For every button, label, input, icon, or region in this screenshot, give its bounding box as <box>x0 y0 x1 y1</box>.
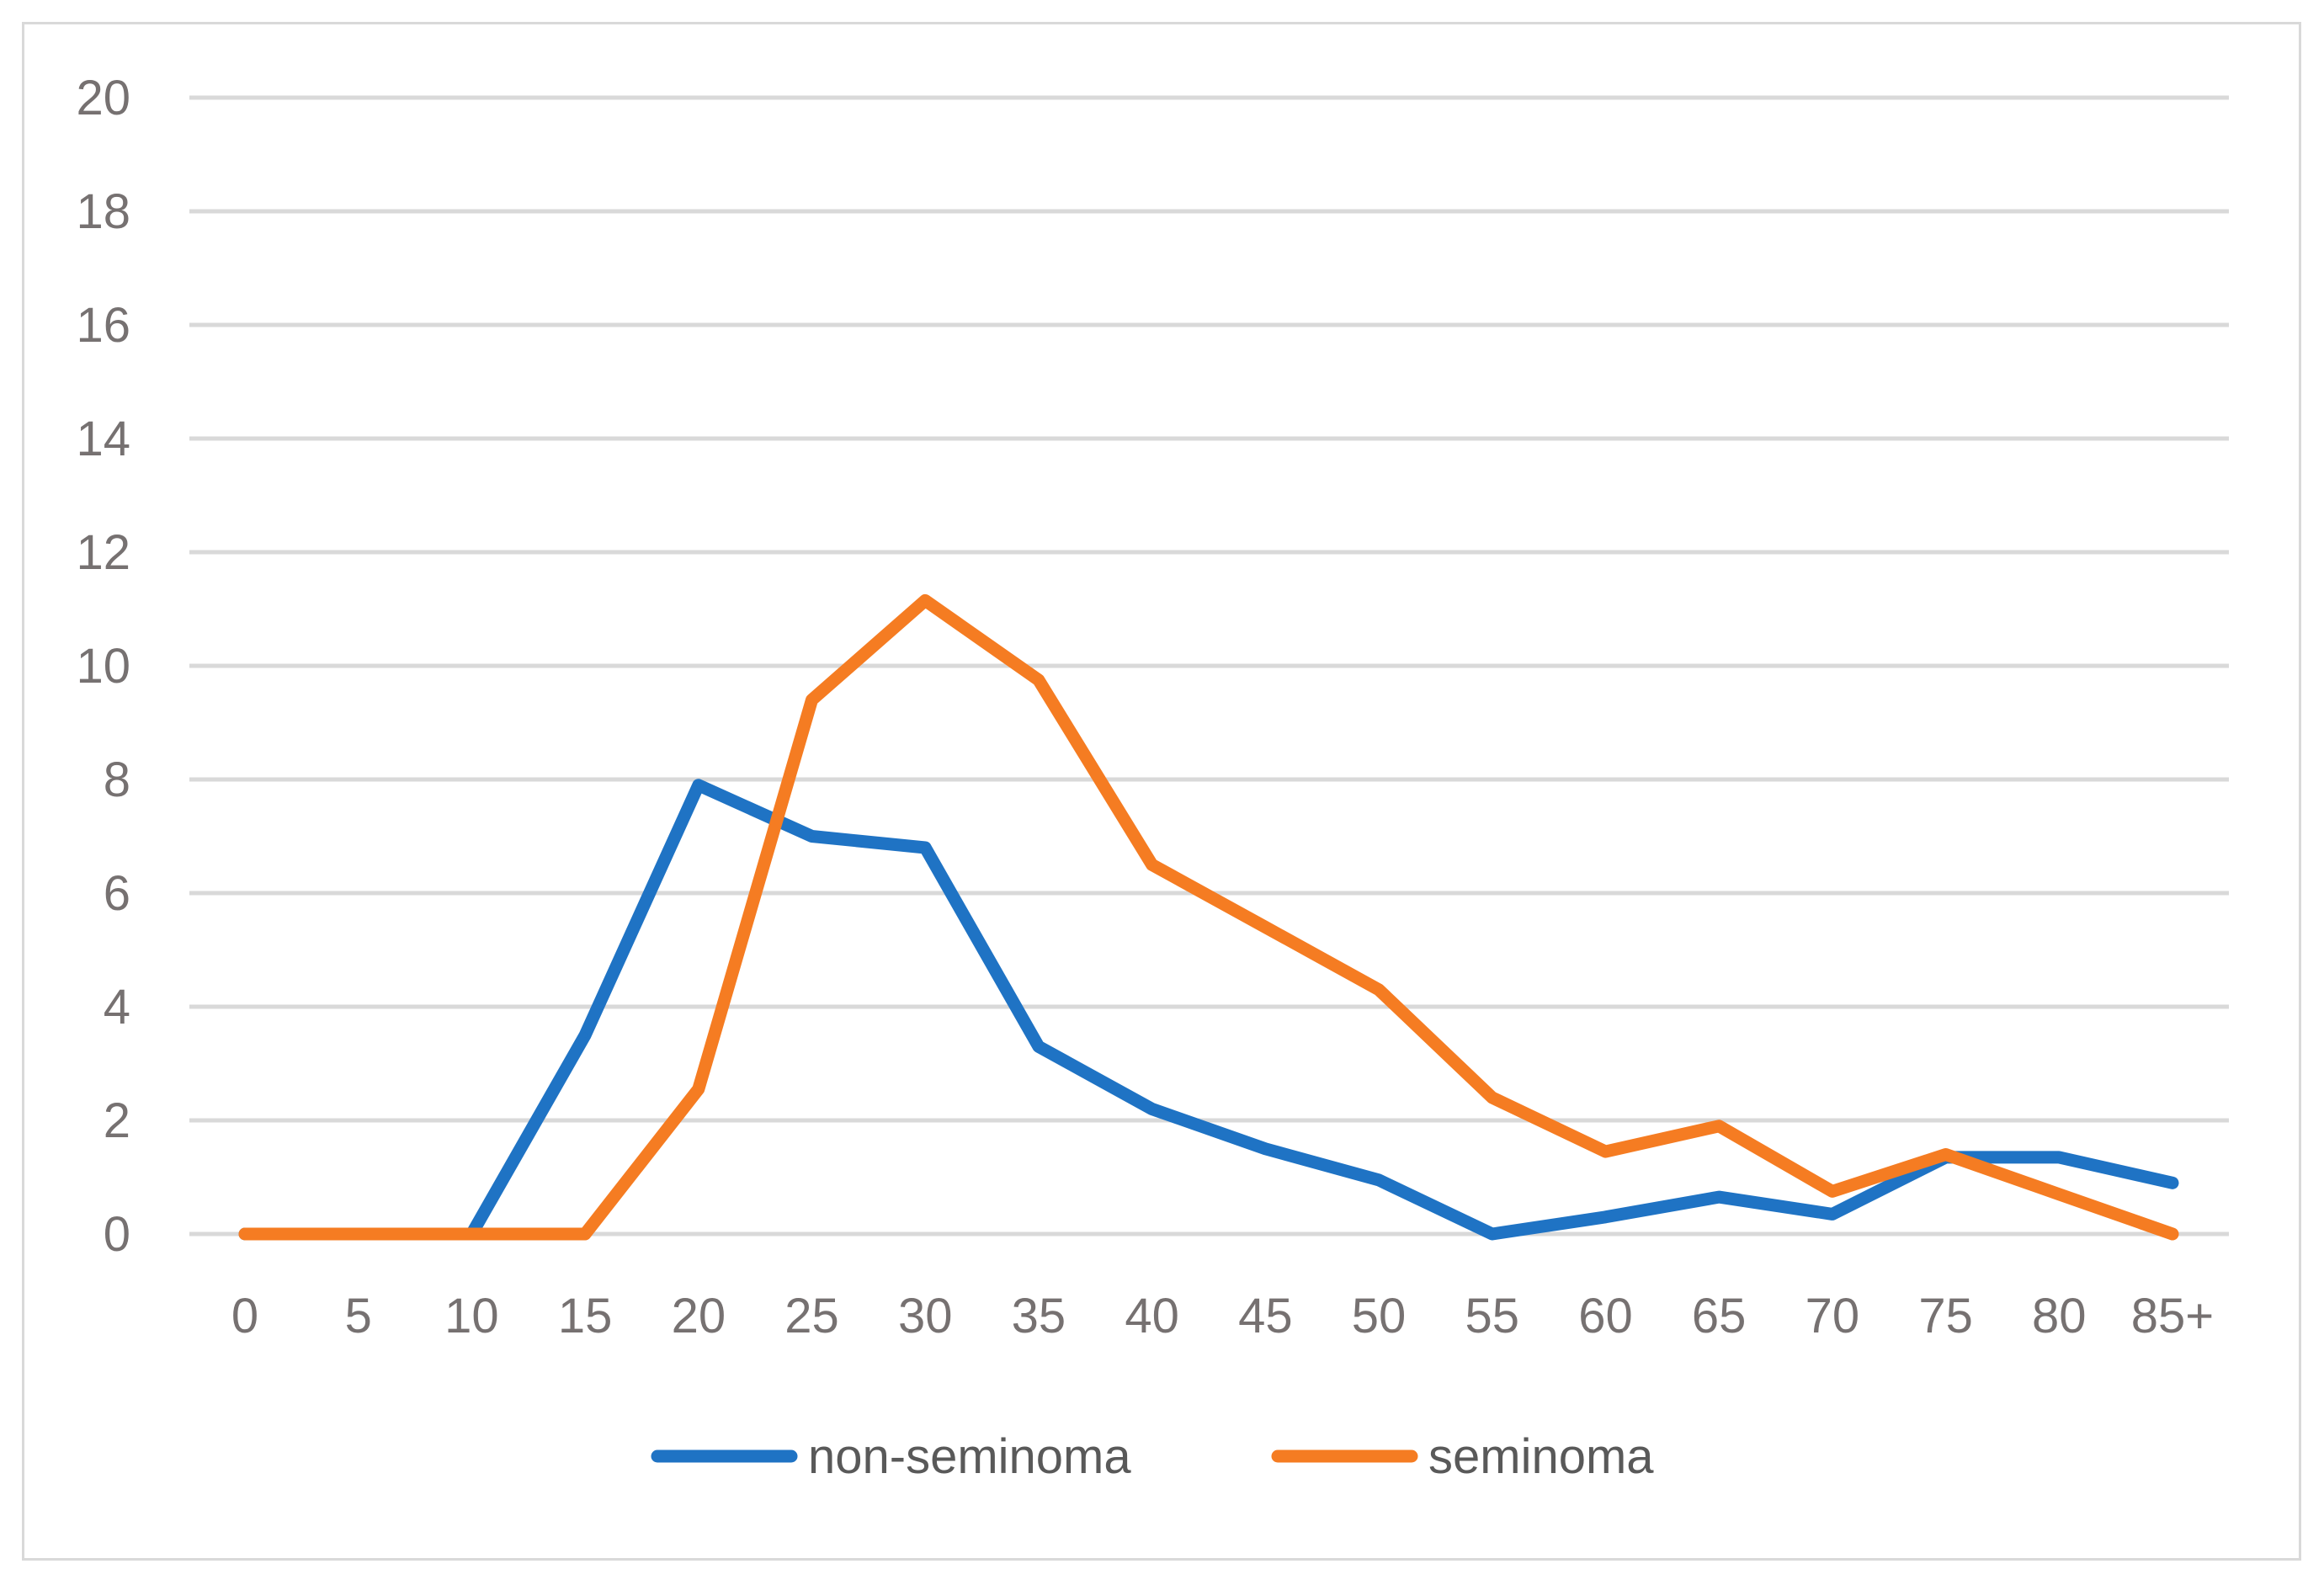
data-point-non-seminoma <box>695 782 701 788</box>
x-tick-label: 40 <box>1125 1289 1179 1343</box>
data-point-non-seminoma <box>1489 1231 1495 1237</box>
data-point-seminoma <box>582 1231 588 1237</box>
data-point-seminoma <box>1376 987 1382 992</box>
data-point-seminoma <box>1716 1123 1722 1129</box>
data-point-seminoma <box>1035 677 1041 683</box>
x-tick-label: 60 <box>1578 1289 1633 1343</box>
data-point-non-seminoma <box>1716 1194 1722 1200</box>
x-tick-label: 20 <box>672 1289 726 1343</box>
data-point-non-seminoma <box>1263 1146 1268 1152</box>
y-tick-label: 20 <box>76 71 130 125</box>
y-tick-label: 10 <box>76 639 130 694</box>
y-tick-label: 6 <box>104 866 130 921</box>
y-tick-label: 4 <box>104 980 130 1035</box>
data-point-non-seminoma <box>2056 1154 2062 1160</box>
data-point-seminoma <box>1829 1189 1835 1194</box>
data-point-seminoma <box>2170 1231 2175 1237</box>
x-axis-ticks: 0 5 10 15 20 25 30 35 40 45 50 55 60 65 70 75 80 85+ <box>231 1289 2214 1343</box>
series-line-non-seminoma <box>238 779 2179 1241</box>
data-point-non-seminoma <box>1829 1211 1835 1217</box>
x-tick-label: 0 <box>231 1289 258 1343</box>
chart-frame <box>22 22 2301 1561</box>
data-point-non-seminoma <box>923 845 928 850</box>
data-point-seminoma <box>1603 1149 1609 1155</box>
legend-label-non-seminoma: non-seminoma <box>808 1429 1131 1484</box>
legend: non-seminoma seminoma <box>651 1429 1654 1484</box>
data-point-non-seminoma <box>1376 1177 1382 1183</box>
data-point-seminoma <box>1263 924 1268 930</box>
x-tick-label: 75 <box>1918 1289 1973 1343</box>
data-point-non-seminoma <box>809 833 815 839</box>
y-tick-label: 2 <box>104 1093 130 1148</box>
x-tick-label: 5 <box>345 1289 372 1343</box>
y-tick-label: 18 <box>76 184 130 239</box>
data-point-non-seminoma <box>1149 1106 1155 1112</box>
x-tick-label: 25 <box>784 1289 839 1343</box>
x-tick-label: 85+ <box>2131 1289 2214 1343</box>
x-tick-label: 30 <box>898 1289 953 1343</box>
data-point-seminoma <box>355 1231 361 1237</box>
data-point-seminoma <box>2056 1191 2062 1197</box>
y-tick-label: 16 <box>76 298 130 353</box>
data-point-seminoma <box>242 1231 247 1237</box>
data-point-non-seminoma <box>2170 1180 2175 1186</box>
series-lines <box>238 593 2179 1241</box>
x-tick-label: 45 <box>1238 1289 1293 1343</box>
y-tick-label: 12 <box>76 525 130 580</box>
x-tick-label: 70 <box>1805 1289 1860 1343</box>
y-tick-label: 0 <box>104 1207 130 1262</box>
x-tick-label: 55 <box>1465 1289 1520 1343</box>
data-point-seminoma <box>1943 1152 1949 1157</box>
x-tick-label: 50 <box>1352 1289 1407 1343</box>
x-tick-label: 10 <box>444 1289 499 1343</box>
data-point-seminoma <box>469 1231 475 1237</box>
x-tick-label: 15 <box>558 1289 613 1343</box>
x-tick-label: 35 <box>1012 1289 1066 1343</box>
gridlines <box>189 95 2229 1237</box>
data-point-non-seminoma <box>1603 1214 1609 1220</box>
data-point-seminoma <box>1489 1095 1495 1100</box>
data-point-non-seminoma <box>1035 1044 1041 1050</box>
y-tick-label: 8 <box>104 753 130 807</box>
data-point-seminoma <box>1149 862 1155 868</box>
data-point-seminoma <box>809 697 815 703</box>
data-point-non-seminoma <box>582 1032 588 1038</box>
x-tick-label: 65 <box>1692 1289 1747 1343</box>
legend-label-seminoma: seminoma <box>1428 1429 1654 1484</box>
x-tick-label: 80 <box>2032 1289 2087 1343</box>
series-line-seminoma <box>238 593 2179 1241</box>
data-point-seminoma <box>695 1086 701 1092</box>
y-axis-ticks: 0 2 4 6 8 10 12 14 16 18 20 <box>76 71 130 1262</box>
y-tick-label: 14 <box>76 412 130 466</box>
data-point-seminoma <box>923 598 928 604</box>
